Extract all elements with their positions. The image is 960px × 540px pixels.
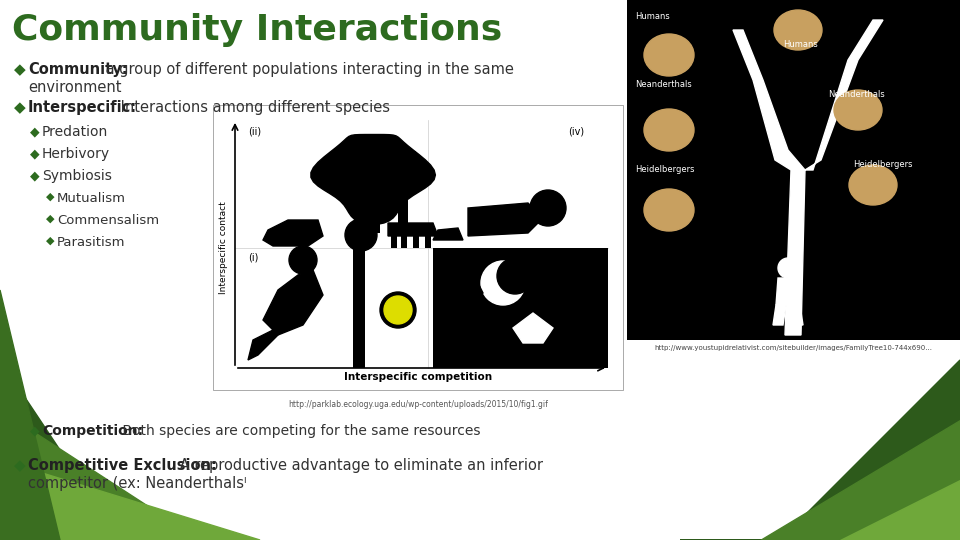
Polygon shape xyxy=(263,270,323,335)
Text: Herbivory: Herbivory xyxy=(42,147,110,161)
Bar xyxy=(627,0,960,340)
Text: ◆: ◆ xyxy=(30,125,39,138)
Polygon shape xyxy=(388,223,438,236)
Text: ◆: ◆ xyxy=(46,236,55,246)
Text: environment: environment xyxy=(28,80,122,95)
Circle shape xyxy=(380,292,416,328)
Text: (iii): (iii) xyxy=(458,253,474,263)
Ellipse shape xyxy=(644,34,694,76)
Polygon shape xyxy=(790,305,803,325)
Circle shape xyxy=(497,258,533,294)
Text: ◆: ◆ xyxy=(14,458,26,473)
Text: (ii): (ii) xyxy=(248,127,261,137)
Text: a group of different populations interacting in the same: a group of different populations interac… xyxy=(101,62,514,77)
Polygon shape xyxy=(776,278,800,305)
Text: ◆: ◆ xyxy=(30,424,39,437)
Text: Symbiosis: Symbiosis xyxy=(42,169,112,183)
Text: Interspecific:: Interspecific: xyxy=(28,100,137,115)
Bar xyxy=(413,234,419,248)
Text: Parasitism: Parasitism xyxy=(57,236,126,249)
Polygon shape xyxy=(468,203,543,236)
Polygon shape xyxy=(0,360,120,540)
Text: A reproductive advantage to eliminate an inferior: A reproductive advantage to eliminate an… xyxy=(175,458,543,473)
Text: competitor (ex: Neanderthalsᴵ: competitor (ex: Neanderthalsᴵ xyxy=(28,476,247,491)
Ellipse shape xyxy=(849,165,897,205)
Text: http://www.youstupidrelativist.com/sitebuilder/images/FamilyTree10-744x690...: http://www.youstupidrelativist.com/siteb… xyxy=(654,345,932,351)
Text: ◆: ◆ xyxy=(30,169,39,182)
Bar xyxy=(401,234,407,248)
Polygon shape xyxy=(840,480,960,540)
Text: ◆: ◆ xyxy=(30,147,39,160)
Bar xyxy=(425,234,431,248)
Text: Community Interactions: Community Interactions xyxy=(12,13,502,47)
Polygon shape xyxy=(248,330,278,360)
Text: Interspecific competition: Interspecific competition xyxy=(344,372,492,382)
Text: ◆: ◆ xyxy=(14,100,26,115)
Ellipse shape xyxy=(834,90,882,130)
Circle shape xyxy=(481,261,525,305)
Text: Interactions among different species: Interactions among different species xyxy=(116,100,390,115)
Circle shape xyxy=(384,296,412,324)
Text: (iv): (iv) xyxy=(568,127,584,137)
Text: Neanderthals: Neanderthals xyxy=(635,80,692,89)
Text: ◆: ◆ xyxy=(46,214,55,224)
Bar xyxy=(391,234,397,248)
Ellipse shape xyxy=(774,10,822,50)
Text: Commensalism: Commensalism xyxy=(57,214,159,227)
Bar xyxy=(398,166,408,236)
Polygon shape xyxy=(630,0,960,140)
Text: Both species are competing for the same resources: Both species are competing for the same … xyxy=(118,424,481,438)
Polygon shape xyxy=(263,220,323,246)
Text: ◆: ◆ xyxy=(14,62,26,77)
Polygon shape xyxy=(0,290,60,540)
Text: Humans: Humans xyxy=(635,12,670,21)
Polygon shape xyxy=(0,410,200,540)
Circle shape xyxy=(530,190,566,226)
Polygon shape xyxy=(760,420,960,540)
Polygon shape xyxy=(433,228,463,240)
Text: Heidelbergers: Heidelbergers xyxy=(635,165,694,174)
Polygon shape xyxy=(0,460,260,540)
Bar xyxy=(396,151,416,166)
Bar xyxy=(366,158,380,233)
Text: Community:: Community: xyxy=(28,62,128,77)
Bar xyxy=(213,105,623,390)
Text: Mutualism: Mutualism xyxy=(57,192,126,205)
Text: Competitive Exclusion:: Competitive Exclusion: xyxy=(28,458,217,473)
Circle shape xyxy=(778,258,798,278)
Circle shape xyxy=(345,219,377,251)
Text: http://parklab.ecology.uga.edu/wp-content/uploads/2015/10/fig1.gif: http://parklab.ecology.uga.edu/wp-conten… xyxy=(288,400,548,409)
Polygon shape xyxy=(513,313,553,343)
Polygon shape xyxy=(680,360,960,540)
Bar xyxy=(433,248,608,368)
Ellipse shape xyxy=(644,189,694,231)
Text: (i): (i) xyxy=(248,253,258,263)
Text: ◆: ◆ xyxy=(46,192,55,202)
Text: Heidelbergers: Heidelbergers xyxy=(853,160,913,169)
Polygon shape xyxy=(733,30,805,335)
Polygon shape xyxy=(801,20,883,170)
Polygon shape xyxy=(311,134,436,225)
Text: Humans: Humans xyxy=(783,40,818,49)
Polygon shape xyxy=(448,273,483,308)
Polygon shape xyxy=(700,0,960,140)
Text: Neanderthals: Neanderthals xyxy=(828,90,885,99)
Circle shape xyxy=(289,246,317,274)
Polygon shape xyxy=(773,305,786,325)
Bar xyxy=(353,243,365,368)
Text: Predation: Predation xyxy=(42,125,108,139)
Ellipse shape xyxy=(644,109,694,151)
Text: Competition:: Competition: xyxy=(42,424,143,438)
Text: Interspecific contact: Interspecific contact xyxy=(219,201,228,294)
